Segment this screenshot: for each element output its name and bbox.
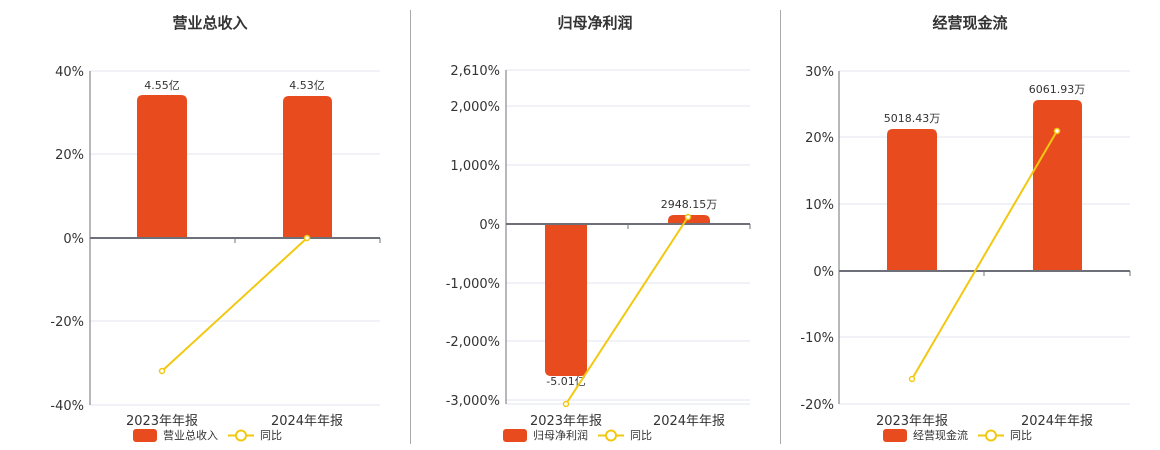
y-axis-labels: 30% 20% 10% 0% -10% -20%: [800, 65, 834, 413]
chart-title: 经营现金流: [932, 14, 1008, 32]
y-axis-labels: 40% 20% 0% -20% -40%: [50, 65, 84, 414]
chart-plot: 40% 20% 0% -20% -40% 4.55亿 4.53亿 2023年年报…: [50, 65, 381, 429]
y-tick-label: 0%: [63, 232, 84, 247]
grid-lines: [90, 70, 380, 406]
yoy-point[interactable]: [684, 213, 692, 221]
bar-value-label: 5018.43万: [884, 112, 941, 125]
x-tick-label: 2024年年报: [653, 414, 725, 429]
y-tick-label: 40%: [55, 65, 84, 80]
divider: [780, 10, 781, 444]
yoy-point[interactable]: [562, 400, 570, 408]
bar-value-label: 4.55亿: [144, 79, 180, 92]
legend-bar-label[interactable]: 归母净利润: [533, 429, 588, 442]
legend-bar-swatch[interactable]: [883, 428, 907, 442]
legend-line-label[interactable]: 同比: [630, 429, 652, 442]
chart-title: 归母净利润: [557, 14, 633, 32]
y-tick-label: 2,000%: [450, 100, 500, 115]
y-tick-label: 0%: [479, 218, 500, 233]
y-tick-label: -3,000%: [446, 394, 500, 409]
y-tick-label: -20%: [50, 315, 84, 330]
x-tick-label: 2024年年报: [1021, 414, 1093, 429]
x-tick-label: 2023年年报: [126, 414, 198, 429]
legend-line-swatch[interactable]: [978, 429, 1004, 442]
bar-2023[interactable]: [137, 95, 187, 238]
legend-line-label[interactable]: 同比: [1010, 429, 1032, 442]
legend-line-label[interactable]: 同比: [260, 429, 282, 442]
legend-line-swatch[interactable]: [598, 429, 624, 442]
yoy-line: [161, 237, 308, 372]
divider: [410, 10, 411, 444]
grid-lines: [839, 70, 1130, 405]
y-tick-label: -40%: [50, 399, 84, 414]
legend: 经营现金流 同比: [883, 427, 1032, 443]
y-axis-labels: 2,610% 2,000% 1,000% 0% -1,000% -2,000% …: [446, 64, 500, 409]
bar-2023[interactable]: [887, 129, 937, 271]
y-tick-label: 1,000%: [450, 159, 500, 174]
bar-value-label: -5.01亿: [546, 375, 585, 388]
y-tick-label: -2,000%: [446, 335, 500, 350]
legend: 归母净利润 同比: [503, 427, 652, 443]
yoy-point[interactable]: [908, 375, 916, 383]
bar-2023[interactable]: [545, 224, 587, 376]
yoy-line: [565, 216, 689, 405]
x-tick-label: 2024年年报: [271, 414, 343, 429]
chart-panel-revenue: 营业总收入 40% 20% 0% -20% -40% 4.55亿 4.53亿: [0, 0, 400, 450]
y-tick-label: -1,000%: [446, 277, 500, 292]
x-tick-label: 2023年年报: [530, 414, 602, 429]
y-tick-label: -10%: [800, 331, 834, 346]
legend: 营业总收入 同比: [133, 427, 282, 443]
y-tick-label: -20%: [800, 398, 834, 413]
yoy-line: [911, 130, 1058, 380]
bar-value-label: 6061.93万: [1029, 83, 1086, 96]
chart-title: 营业总收入: [172, 14, 248, 32]
legend-bar-swatch[interactable]: [133, 428, 157, 442]
x-tick-label: 2023年年报: [876, 414, 948, 429]
bar-value-label: 2948.15万: [661, 198, 718, 211]
bar-2024[interactable]: [1033, 100, 1082, 271]
y-tick-label: 10%: [805, 198, 834, 213]
y-tick-label: 2,610%: [450, 64, 500, 79]
yoy-point[interactable]: [158, 367, 166, 375]
legend-bar-label[interactable]: 营业总收入: [163, 429, 218, 442]
bar-value-label: 4.53亿: [289, 79, 325, 92]
y-tick-label: 30%: [805, 65, 834, 80]
y-tick-label: 20%: [805, 131, 834, 146]
y-tick-label: 0%: [813, 265, 834, 280]
yoy-point[interactable]: [303, 234, 311, 242]
bar-2024[interactable]: [283, 96, 332, 238]
legend-bar-swatch[interactable]: [503, 428, 527, 442]
legend-bar-label[interactable]: 经营现金流: [913, 429, 968, 442]
yoy-point[interactable]: [1053, 127, 1061, 135]
y-tick-label: 20%: [55, 148, 84, 163]
legend-line-swatch[interactable]: [228, 429, 254, 442]
